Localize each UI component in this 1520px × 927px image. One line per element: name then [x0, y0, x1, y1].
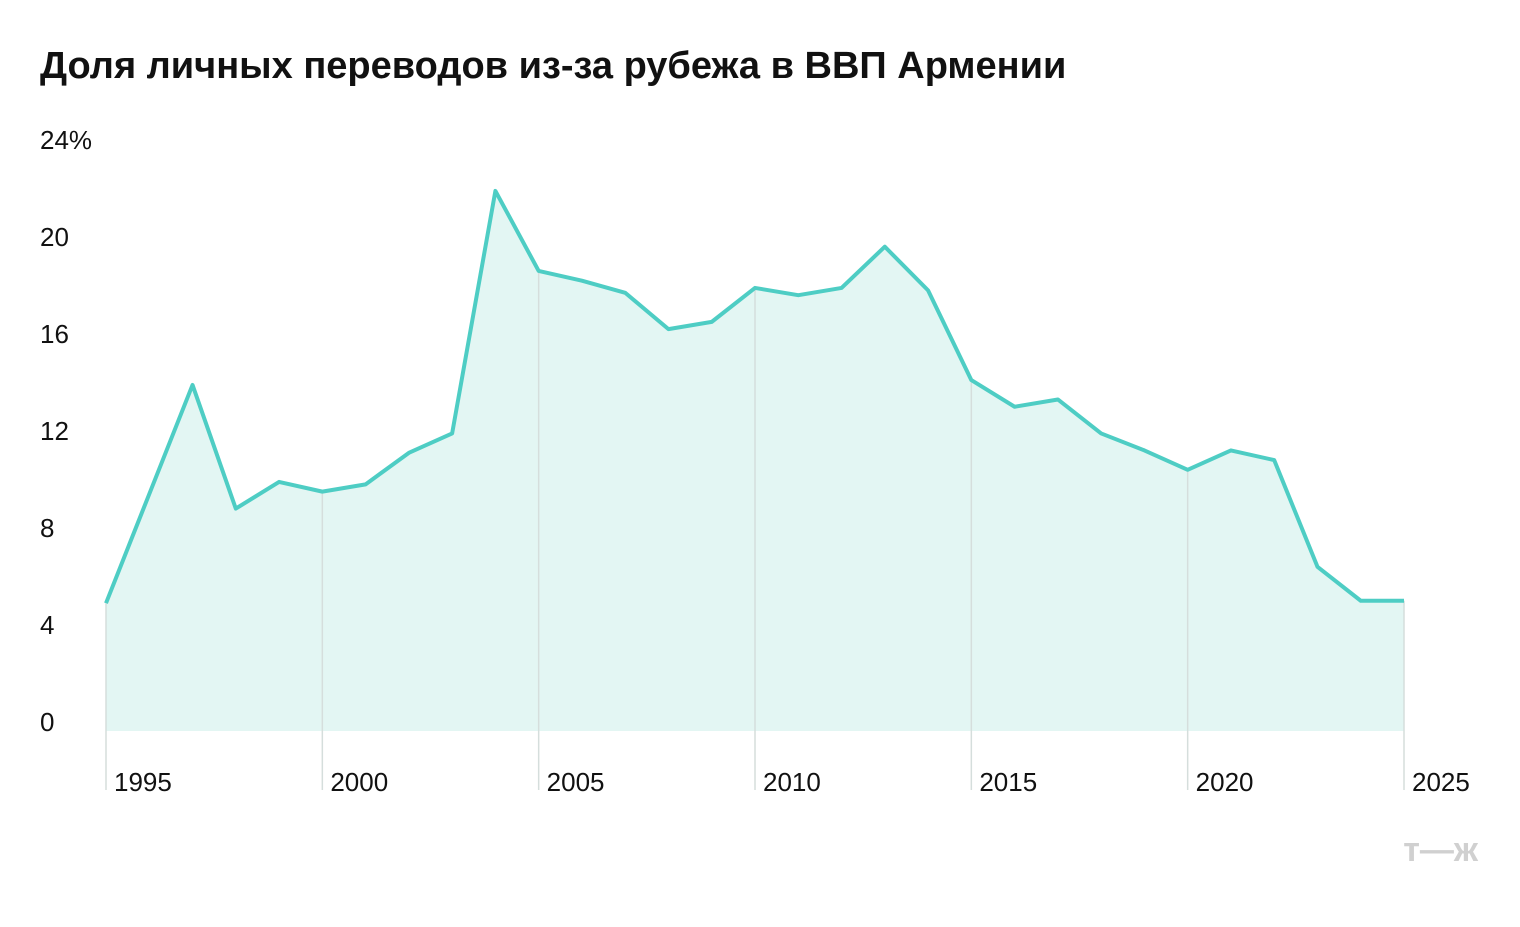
chart-title: Доля личных переводов из-за рубежа в ВВП…: [40, 45, 1066, 87]
y-tick-label: 16: [40, 319, 69, 349]
x-tick-label: 2025: [1412, 767, 1470, 797]
y-tick-label: 20: [40, 222, 69, 252]
y-tick-label: 0: [40, 707, 54, 737]
x-tick-label: 1995: [114, 767, 172, 797]
logo: т—ж: [1403, 831, 1479, 869]
x-tick-label: 2010: [763, 767, 821, 797]
x-tick-label: 2000: [330, 767, 388, 797]
y-tick-label: 8: [40, 513, 54, 543]
y-tick-label: 24%: [40, 125, 92, 155]
line: [104, 188, 1404, 604]
x-tick-label: 2005: [547, 767, 605, 797]
y-tick-label: 4: [40, 610, 54, 640]
y-tick-label: 12: [40, 416, 69, 446]
x-tick-label: 2020: [1196, 767, 1254, 797]
x-tick-label: 2015: [979, 767, 1037, 797]
